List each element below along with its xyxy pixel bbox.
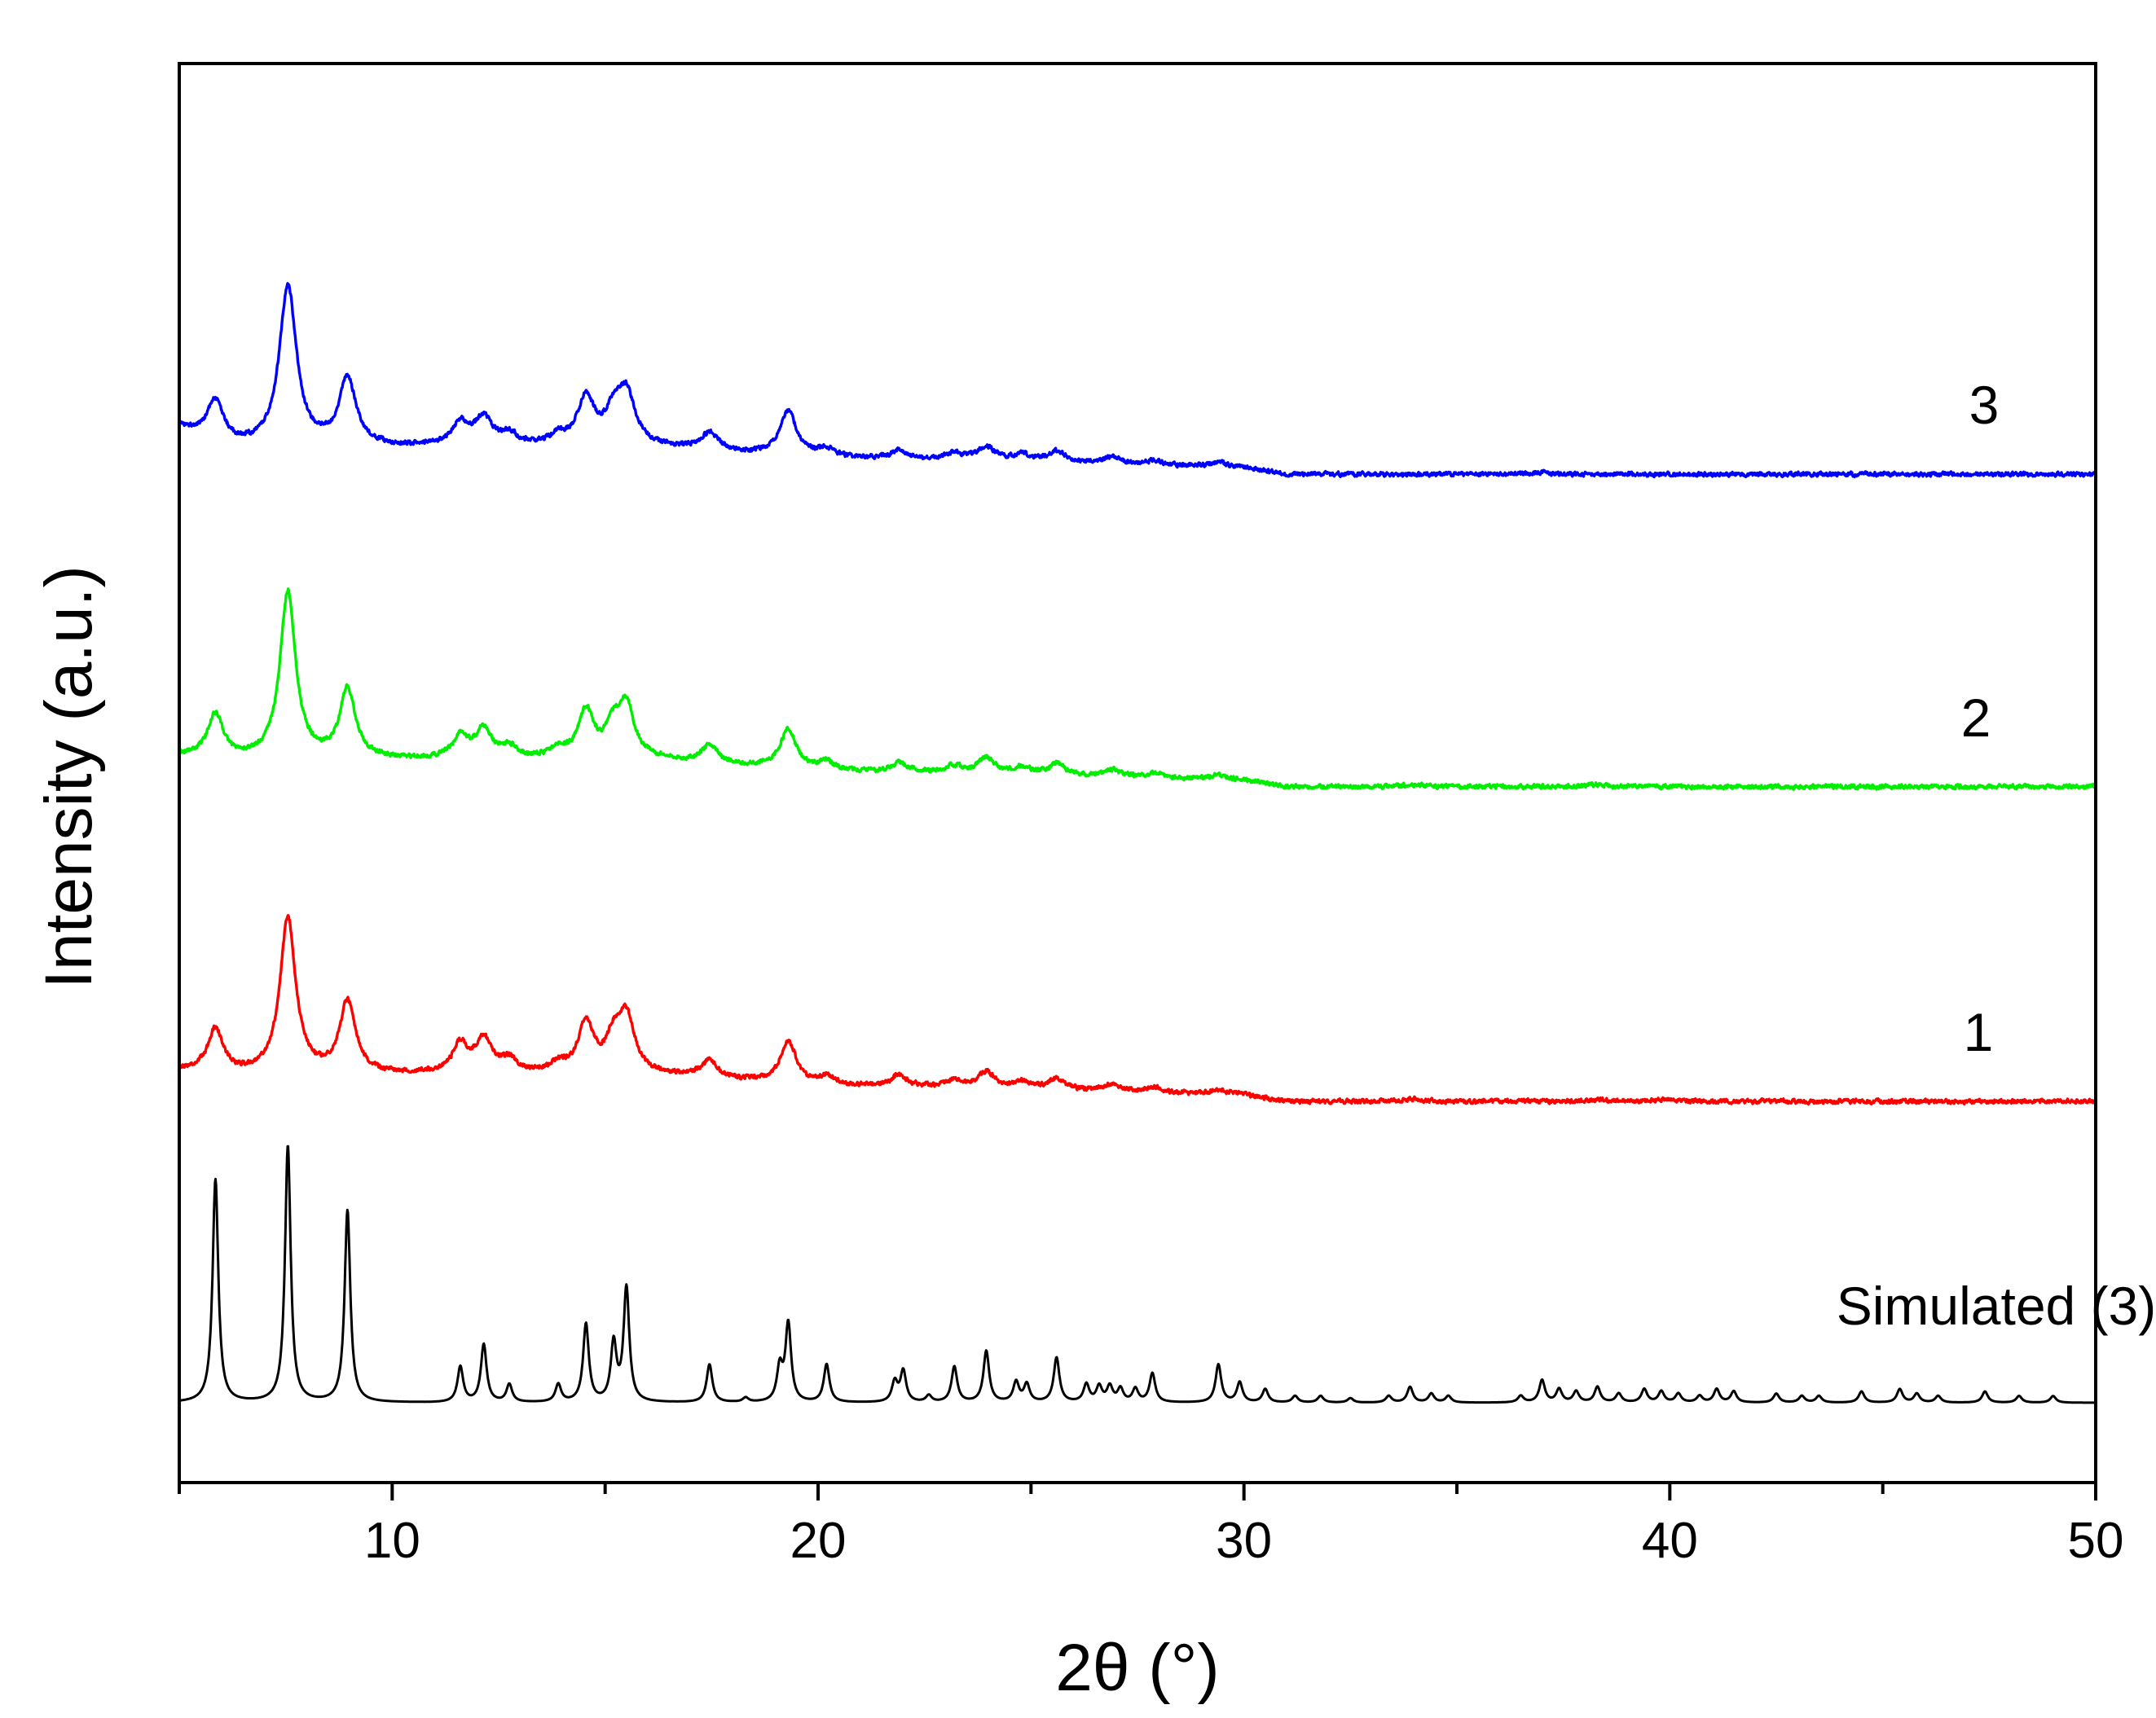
series-label-2: 2 bbox=[1961, 688, 1991, 748]
series-labels: Simulated (3) 1 2 3 bbox=[1837, 375, 2156, 1336]
series-line-simulated-3- bbox=[178, 1145, 2097, 1404]
x-tick-label-30: 30 bbox=[1216, 1513, 1272, 1569]
series-label-simulated-3-: Simulated (3) bbox=[1837, 1276, 2156, 1336]
x-tick-label-50: 50 bbox=[2068, 1513, 2124, 1569]
x-tick-label-20: 20 bbox=[790, 1513, 847, 1569]
series-curves bbox=[178, 282, 2097, 1404]
series-line-2 bbox=[178, 587, 2097, 791]
series-label-1: 1 bbox=[1964, 1002, 1994, 1062]
x-tick-label-10: 10 bbox=[364, 1513, 420, 1569]
series-line-3 bbox=[178, 282, 2097, 479]
x-axis-title: 2θ (°) bbox=[1055, 1631, 1219, 1705]
y-axis-title: Intensity (a.u.) bbox=[32, 565, 106, 989]
x-axis-ticks bbox=[178, 1483, 2097, 1501]
series-label-3: 3 bbox=[1969, 375, 2000, 435]
plot-frame bbox=[178, 62, 2097, 1484]
series-line-1 bbox=[178, 914, 2097, 1106]
x-tick-label-40: 40 bbox=[1642, 1513, 1698, 1569]
x-axis-tick-labels: 10 20 30 40 50 bbox=[364, 1513, 2124, 1569]
